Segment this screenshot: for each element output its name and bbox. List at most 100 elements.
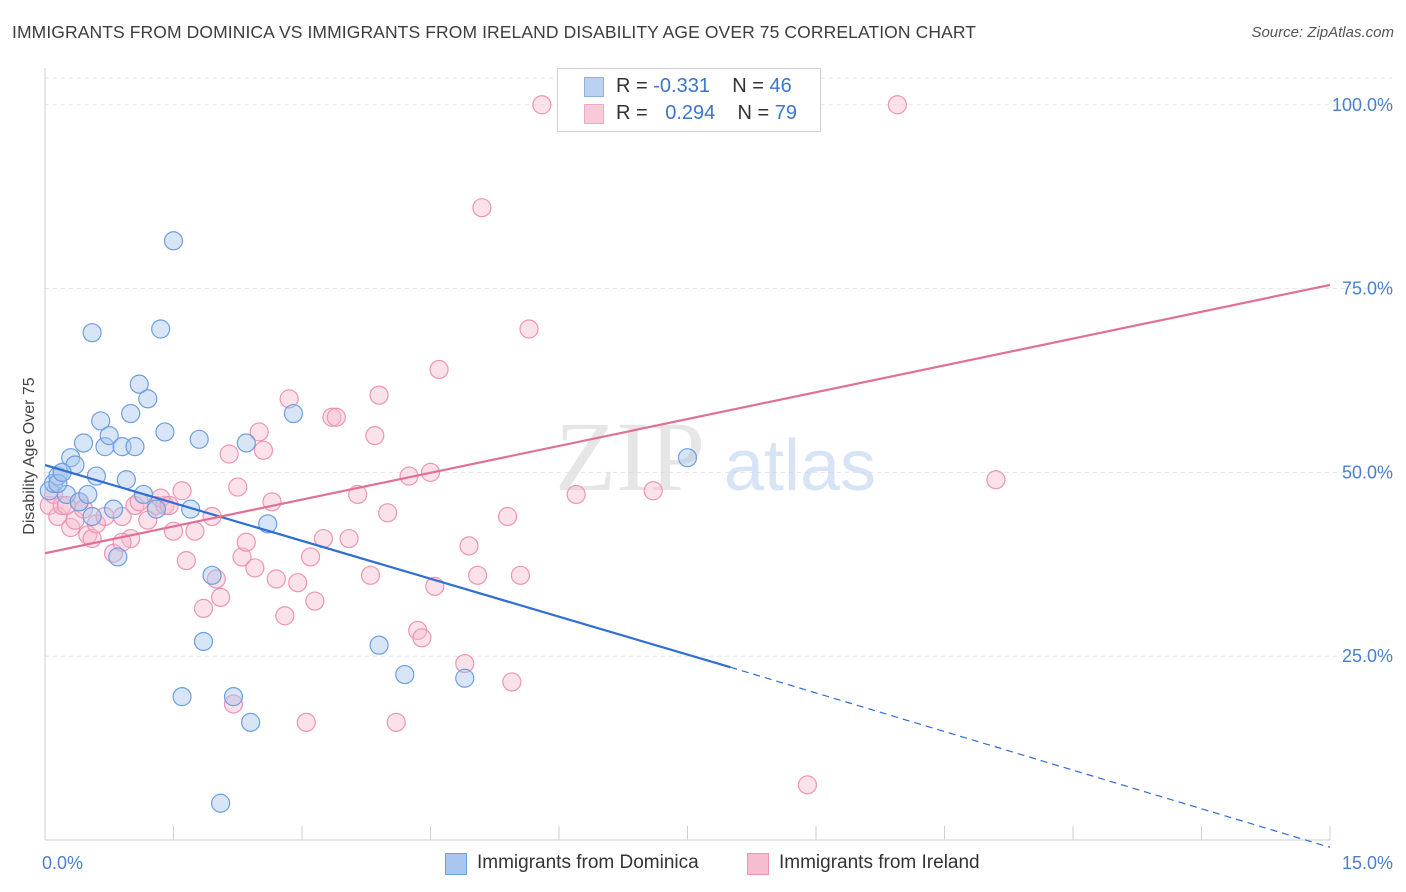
y-tick-label: 50.0% bbox=[1342, 462, 1393, 482]
dominica-point bbox=[146, 499, 166, 519]
legend-swatch-dominica bbox=[584, 77, 604, 97]
ireland-point bbox=[459, 536, 479, 556]
correlation-legend: R = -0.331 N = 46 R = 0.294 N = 79 bbox=[557, 68, 821, 132]
ireland-point bbox=[176, 551, 196, 571]
dominica-point bbox=[73, 433, 94, 453]
ireland-point bbox=[288, 573, 308, 593]
ireland-point bbox=[326, 407, 346, 427]
ireland-point bbox=[172, 481, 192, 501]
dominica-point bbox=[677, 448, 698, 468]
ireland-point bbox=[498, 506, 518, 527]
x-tick-labels: 0.0% 15.0% bbox=[42, 853, 1393, 873]
dominica-point bbox=[103, 499, 124, 519]
dominica-point bbox=[108, 547, 128, 567]
ireland-point bbox=[455, 653, 475, 674]
source-label: Source: ZipAtlas.com bbox=[1251, 24, 1394, 41]
dominica-point bbox=[236, 433, 256, 453]
dominica-point bbox=[455, 668, 475, 688]
ireland-point bbox=[532, 95, 552, 115]
ireland-point bbox=[279, 389, 299, 409]
dominica-point bbox=[211, 793, 231, 813]
ireland-point bbox=[275, 606, 295, 626]
ireland-point bbox=[185, 521, 205, 541]
legend-swatch-ireland bbox=[584, 104, 604, 124]
dominica-point bbox=[91, 411, 111, 431]
ireland-point bbox=[386, 712, 406, 732]
ireland-points bbox=[39, 95, 1006, 795]
ireland-point bbox=[266, 569, 286, 589]
dominica-point bbox=[395, 664, 415, 685]
ireland-point bbox=[360, 565, 381, 585]
ireland-point bbox=[502, 672, 522, 692]
chart-title: IMMIGRANTS FROM DOMINICA VS IMMIGRANTS F… bbox=[12, 22, 977, 42]
ireland-point bbox=[322, 407, 342, 427]
legend-r-value: 0.294 bbox=[665, 101, 716, 124]
dominica-point bbox=[189, 429, 209, 449]
y-tick-label: 75.0% bbox=[1342, 279, 1393, 299]
ireland-point bbox=[211, 587, 231, 607]
dominica-point bbox=[181, 499, 201, 519]
ireland-point bbox=[797, 775, 818, 795]
dominica-trend-line bbox=[44, 463, 731, 669]
ireland-point bbox=[245, 558, 265, 578]
ireland-point bbox=[519, 319, 539, 339]
ireland-point bbox=[232, 547, 252, 567]
watermark-atlas: atlas bbox=[724, 426, 876, 506]
dominica-point bbox=[121, 403, 141, 424]
series-label-ireland: Immigrants from Ireland bbox=[779, 852, 980, 873]
ireland-point bbox=[236, 532, 256, 552]
dominica-point bbox=[283, 403, 304, 424]
ireland-point bbox=[300, 547, 321, 567]
x-tick-label: 0.0% bbox=[42, 853, 83, 873]
dominica-point bbox=[151, 319, 171, 339]
dominica-point bbox=[223, 687, 244, 707]
dominica-point bbox=[78, 484, 98, 505]
ireland-point bbox=[339, 528, 359, 549]
ireland-point bbox=[249, 422, 269, 442]
trend-lines bbox=[44, 283, 1331, 848]
ireland-point bbox=[468, 565, 488, 585]
ireland-point bbox=[228, 477, 248, 497]
dominica-point bbox=[48, 473, 68, 494]
y-tick-label: 25.0% bbox=[1342, 646, 1393, 666]
ireland-point bbox=[887, 95, 907, 115]
dominica-point bbox=[163, 231, 184, 251]
ireland-point bbox=[369, 385, 389, 405]
ireland-point bbox=[296, 712, 316, 732]
dominica-point bbox=[241, 712, 261, 732]
legend-n-value: 46 bbox=[769, 74, 792, 97]
dominica-point bbox=[202, 565, 222, 585]
y-tick-label: 100.0% bbox=[1332, 95, 1393, 115]
y-axis-title: Disability Age Over 75 bbox=[21, 377, 38, 535]
ireland-point bbox=[253, 440, 274, 460]
series-swatch-ireland bbox=[747, 853, 769, 875]
axes bbox=[44, 68, 1331, 841]
legend-r-label: R = bbox=[616, 101, 654, 124]
ireland-point bbox=[193, 598, 214, 619]
dominica-point bbox=[82, 323, 102, 343]
dominica-point bbox=[129, 374, 149, 394]
ireland-point bbox=[472, 198, 492, 218]
dominica-point bbox=[369, 635, 389, 655]
ireland-point bbox=[412, 628, 432, 648]
ireland-point bbox=[566, 484, 586, 505]
dominica-point bbox=[138, 389, 158, 409]
series-swatch-dominica bbox=[445, 853, 467, 875]
dominica-point bbox=[99, 426, 119, 446]
dominica-trend-extension bbox=[730, 666, 1331, 848]
ireland-point bbox=[429, 359, 449, 380]
dominica-point bbox=[193, 631, 214, 652]
ireland-point bbox=[365, 426, 385, 446]
ireland-trend-line bbox=[44, 283, 1331, 555]
watermark: ZIP atlas bbox=[555, 401, 876, 512]
dominica-point bbox=[172, 687, 192, 707]
legend-n-label: N = bbox=[737, 101, 775, 124]
dominica-point bbox=[95, 437, 115, 457]
ireland-point bbox=[378, 503, 398, 523]
legend-n-label: N = bbox=[732, 74, 770, 97]
dominica-points bbox=[39, 231, 698, 813]
ireland-point bbox=[986, 470, 1006, 490]
legend-n-value: 79 bbox=[774, 101, 798, 124]
ireland-point bbox=[510, 565, 531, 585]
